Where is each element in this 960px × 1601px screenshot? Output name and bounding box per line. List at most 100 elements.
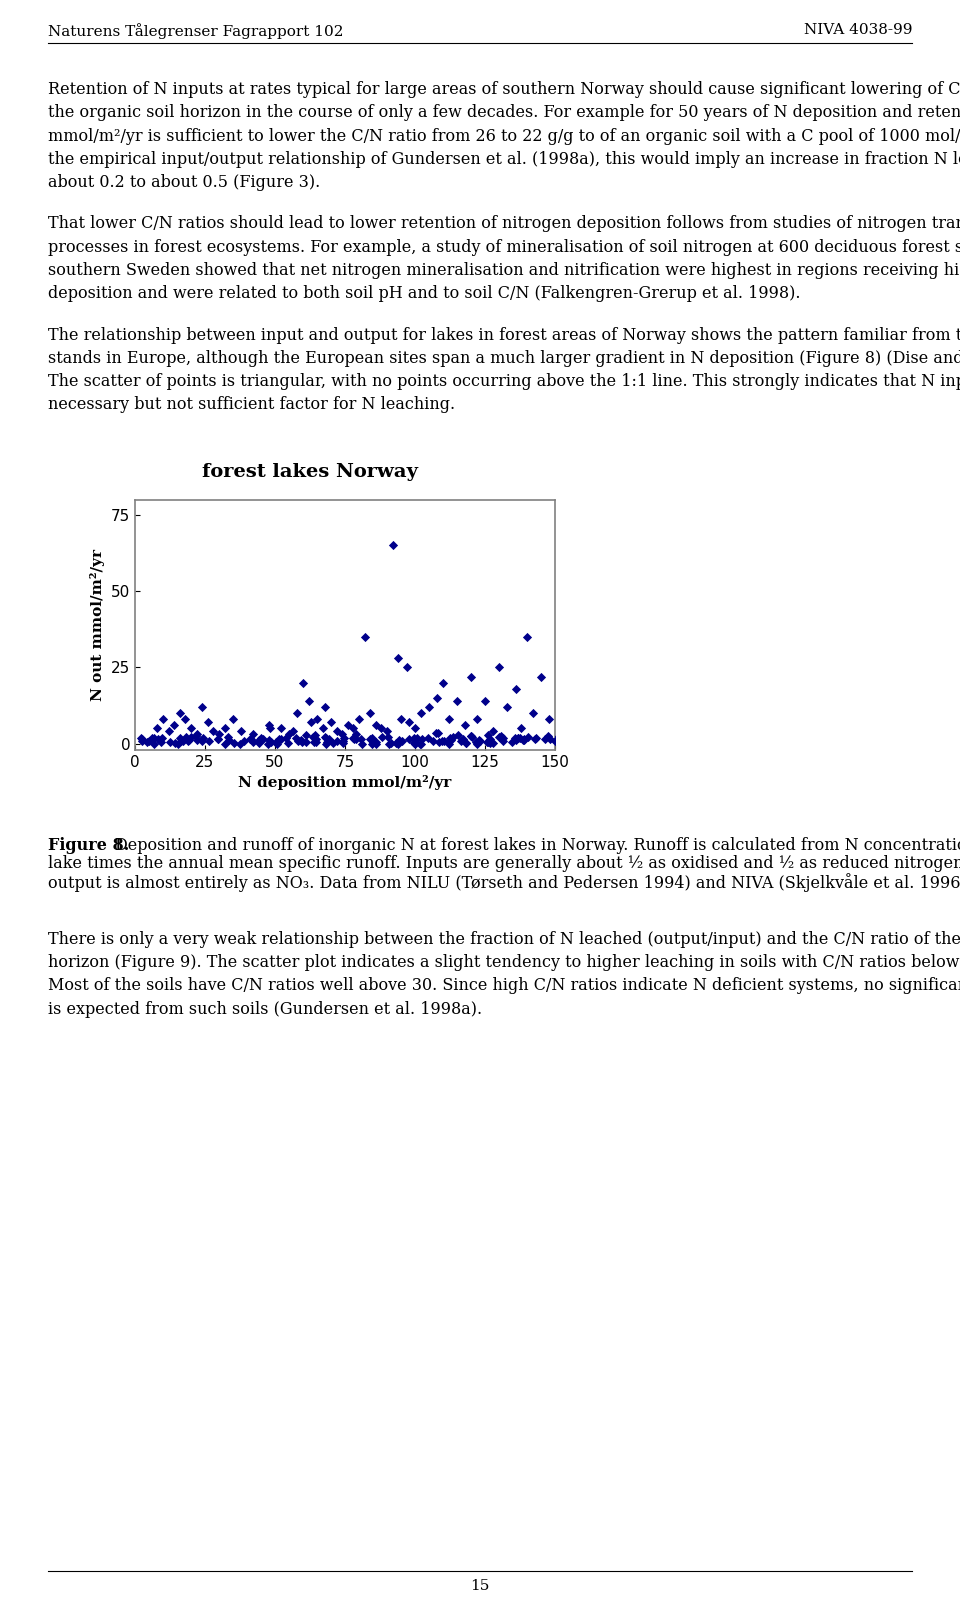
Text: horizon (Figure 9). The scatter plot indicates a slight tendency to higher leach: horizon (Figure 9). The scatter plot ind… [48, 954, 960, 970]
Point [272, 727, 287, 752]
Point [210, 727, 226, 752]
Point [194, 728, 209, 754]
Point [221, 724, 236, 749]
Text: deposition and were related to both soil pH and to soil C/N (Falkengren-Grerup e: deposition and were related to both soil… [48, 285, 801, 303]
Point [309, 706, 324, 732]
Point [407, 716, 422, 741]
Point [251, 727, 266, 752]
Point [273, 716, 288, 741]
Point [428, 720, 444, 746]
Point [170, 730, 185, 756]
Point [211, 722, 227, 748]
Point [273, 727, 288, 752]
Point [286, 717, 301, 743]
Point [480, 728, 495, 754]
Point [471, 727, 487, 752]
Text: stands in Europe, although the European sites span a much larger gradient in N d: stands in Europe, although the European … [48, 351, 960, 367]
Point [381, 730, 396, 756]
Point [542, 725, 558, 751]
Point [318, 724, 333, 749]
Point [468, 706, 484, 732]
Point [303, 709, 319, 735]
Point [253, 725, 269, 751]
Point [540, 724, 556, 749]
Point [181, 727, 197, 752]
Point [346, 725, 361, 751]
Point [472, 728, 488, 754]
Point [163, 730, 179, 756]
Text: Most of the soils have C/N ratios well above 30. Since high C/N ratios indicate : Most of the soils have C/N ratios well a… [48, 977, 960, 994]
Point [369, 730, 384, 756]
Point [399, 655, 415, 680]
Point [296, 669, 311, 695]
Point [183, 716, 199, 741]
Point [167, 730, 182, 756]
Point [480, 728, 495, 754]
Point [430, 685, 445, 711]
X-axis label: N deposition mmol/m²/yr: N deposition mmol/m²/yr [238, 775, 451, 791]
Point [441, 706, 456, 732]
Point [195, 695, 210, 720]
Point [318, 725, 333, 751]
Point [335, 730, 350, 756]
Point [421, 695, 437, 720]
Point [151, 725, 166, 751]
Point [538, 727, 553, 752]
Point [144, 725, 159, 751]
Point [210, 727, 226, 752]
Point [493, 724, 509, 749]
Point [202, 728, 217, 754]
Point [134, 728, 150, 754]
Point [205, 719, 221, 744]
Text: The scatter of points is triangular, with no points occurring above the 1:1 line: The scatter of points is triangular, wit… [48, 373, 960, 391]
Text: There is only a very weak relationship between the fraction of N leached (output: There is only a very weak relationship b… [48, 930, 960, 948]
Point [222, 727, 237, 752]
Point [242, 725, 257, 751]
Point [407, 730, 422, 756]
Point [329, 728, 345, 754]
Point [232, 730, 248, 756]
Text: is expected from such soils (Gundersen et al. 1998a).: is expected from such soils (Gundersen e… [48, 1001, 482, 1018]
Text: Retention of N inputs at rates typical for large areas of southern Norway should: Retention of N inputs at rates typical f… [48, 82, 960, 98]
Point [374, 725, 390, 751]
Point [520, 724, 536, 749]
Point [236, 728, 252, 754]
Point [495, 728, 511, 754]
Point [351, 706, 367, 732]
Point [468, 728, 483, 754]
Point [353, 725, 369, 751]
Point [408, 728, 423, 754]
Point [270, 730, 285, 756]
Point [299, 722, 314, 748]
Point [260, 730, 276, 756]
Point [346, 716, 361, 741]
Point [307, 722, 323, 748]
Point [431, 730, 446, 756]
Point [217, 730, 232, 756]
Point [508, 727, 523, 752]
Point [510, 725, 525, 751]
Point [132, 725, 148, 751]
Point [172, 725, 187, 751]
Point [525, 700, 540, 725]
Point [348, 727, 364, 752]
Point [431, 720, 446, 746]
Point [308, 725, 324, 751]
Point [139, 728, 155, 754]
Point [425, 728, 441, 754]
Text: The relationship between input and output for lakes in forest areas of Norway sh: The relationship between input and outpu… [48, 327, 960, 344]
Point [347, 727, 362, 752]
Point [268, 728, 283, 754]
Point [189, 722, 204, 748]
Text: NIVA 4038-99: NIVA 4038-99 [804, 22, 912, 37]
Point [464, 724, 479, 749]
Point [507, 725, 522, 751]
Point [200, 709, 215, 735]
Text: lake times the annual mean specific runoff. Inputs are generally about ½ as oxid: lake times the annual mean specific runo… [48, 855, 960, 873]
Point [469, 730, 485, 756]
Text: forest lakes Norway: forest lakes Norway [202, 463, 418, 480]
Y-axis label: N out mmol/m²/yr: N out mmol/m²/yr [90, 549, 106, 701]
Point [394, 706, 409, 732]
Point [141, 728, 156, 754]
Point [354, 730, 370, 756]
